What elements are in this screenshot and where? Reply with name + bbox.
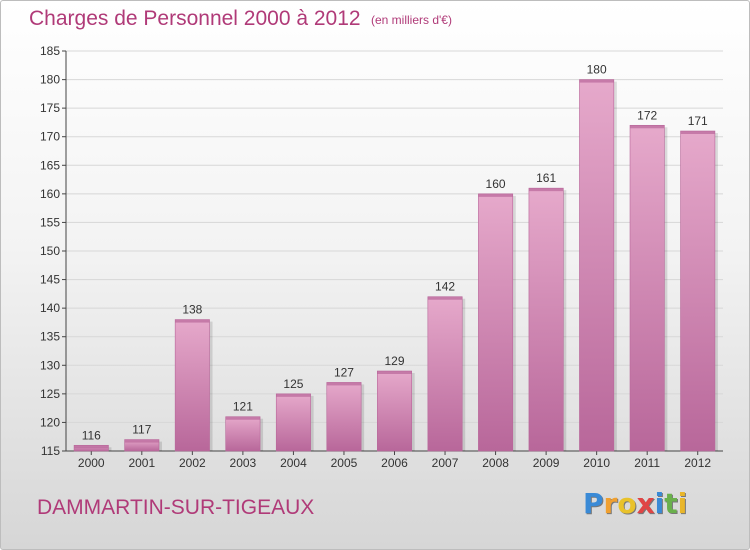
chart-subtitle: (en milliers d'€) (371, 13, 452, 27)
bar-value-label: 116 (82, 428, 101, 442)
bar (225, 416, 261, 452)
x-tick-label: 2011 (634, 456, 660, 470)
logo-letter: o (617, 487, 637, 520)
x-tick-label: 2005 (331, 456, 358, 470)
bar-value-label: 161 (536, 171, 556, 185)
bar-value-label: 121 (233, 400, 253, 414)
bar-cap (276, 393, 311, 397)
bar (528, 187, 564, 452)
x-tick-label: 2012 (684, 456, 711, 470)
bar-cap (74, 445, 109, 449)
y-tick-label: 160 (40, 187, 60, 201)
bar-cap (478, 193, 513, 197)
bar-cap (326, 382, 362, 386)
y-tick-label: 130 (40, 358, 60, 372)
y-tick-label: 115 (41, 444, 60, 458)
bar-cap (680, 131, 715, 134)
bar-cap (124, 439, 159, 443)
bar (579, 79, 615, 452)
bar-value-label: 117 (132, 423, 151, 437)
x-tick-label: 2008 (482, 456, 509, 470)
bar (629, 124, 665, 452)
logo-letter: i (654, 487, 665, 520)
y-tick-label: 165 (40, 158, 60, 172)
logo-letter: P (583, 487, 604, 520)
bar (478, 193, 514, 452)
bar (377, 370, 412, 452)
bar (427, 296, 463, 452)
y-tick-label: 125 (40, 387, 60, 401)
y-tick-label: 185 (40, 44, 60, 58)
x-tick-label: 2002 (179, 456, 206, 470)
logo-letter: x (636, 487, 655, 520)
bar-cap (427, 296, 463, 300)
bar-cap (630, 125, 665, 129)
x-tick-label: 2003 (230, 456, 257, 470)
y-tick-label: 175 (40, 101, 60, 115)
logo-letter: t (664, 487, 678, 520)
bar (680, 130, 716, 452)
y-tick-label: 170 (40, 130, 60, 144)
logo-letter: i (677, 487, 688, 520)
y-tick-label: 155 (40, 215, 60, 229)
bar-value-label: 138 (182, 303, 202, 317)
y-tick-label: 180 (40, 73, 60, 87)
x-tick-label: 2009 (533, 456, 560, 470)
bar-cap (175, 319, 210, 323)
x-tick-label: 2001 (128, 456, 155, 470)
bar-value-label: 160 (486, 177, 506, 191)
municipality-name: DAMMARTIN-SUR-TIGEAUX (37, 496, 315, 519)
proxiti-logo: Proxiti (583, 487, 687, 520)
y-tick-label: 140 (40, 301, 60, 315)
y-tick-label: 145 (40, 273, 60, 287)
bar-value-label: 125 (283, 377, 303, 391)
bar-value-label: 172 (637, 108, 657, 122)
x-tick-label: 2006 (381, 456, 408, 470)
bar (275, 393, 311, 452)
bar (174, 319, 210, 452)
y-tick-label: 135 (40, 330, 60, 344)
bar-value-label: 171 (688, 114, 708, 128)
logo-letter: r (603, 487, 618, 520)
bar-cap (528, 188, 564, 192)
y-tick-label: 120 (40, 415, 60, 429)
x-tick-label: 2007 (432, 456, 459, 470)
bar-value-label: 142 (435, 280, 455, 294)
y-tick-label: 150 (40, 244, 60, 258)
x-tick-label: 2010 (583, 456, 610, 470)
x-tick-label: 2000 (78, 456, 105, 470)
bar-cap (579, 79, 614, 83)
bar (326, 382, 362, 452)
bar-cap (225, 416, 261, 420)
bar-value-label: 129 (384, 354, 404, 368)
bar-value-label: 180 (587, 63, 607, 77)
bar-value-label: 127 (334, 365, 354, 379)
bar-cap (377, 371, 412, 374)
x-tick-label: 2004 (280, 456, 307, 470)
chart-title: Charges de Personnel 2000 à 2012 (29, 7, 361, 30)
